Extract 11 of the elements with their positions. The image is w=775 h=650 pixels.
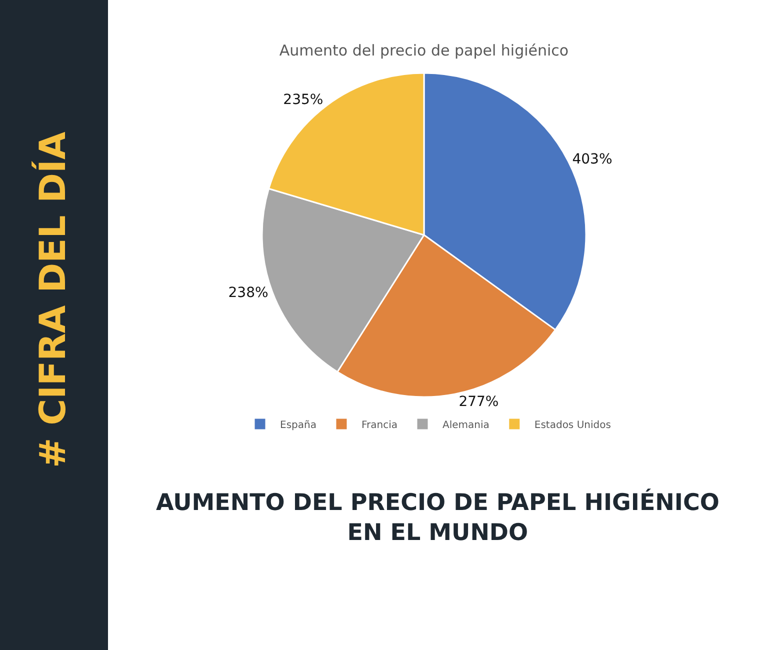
legend-label: España [280,420,316,431]
data-label: 277% [458,394,499,410]
data-label: 235% [283,92,324,108]
text: AUMENTO DEL PRECIO DE PAPEL HIGIÉNICO EN EL MUNDO [156,488,720,546]
legend-label: Alemania [442,420,490,431]
legend-label: Francia [361,420,398,431]
data-label: 403% [572,152,612,168]
text: # CIFRA DEL DÍA [31,132,74,468]
data-label: 238% [228,284,268,301]
chart-title: Aumento del precio de papel higiénico [279,41,569,60]
legend-label: Estados Unidos [534,420,611,431]
